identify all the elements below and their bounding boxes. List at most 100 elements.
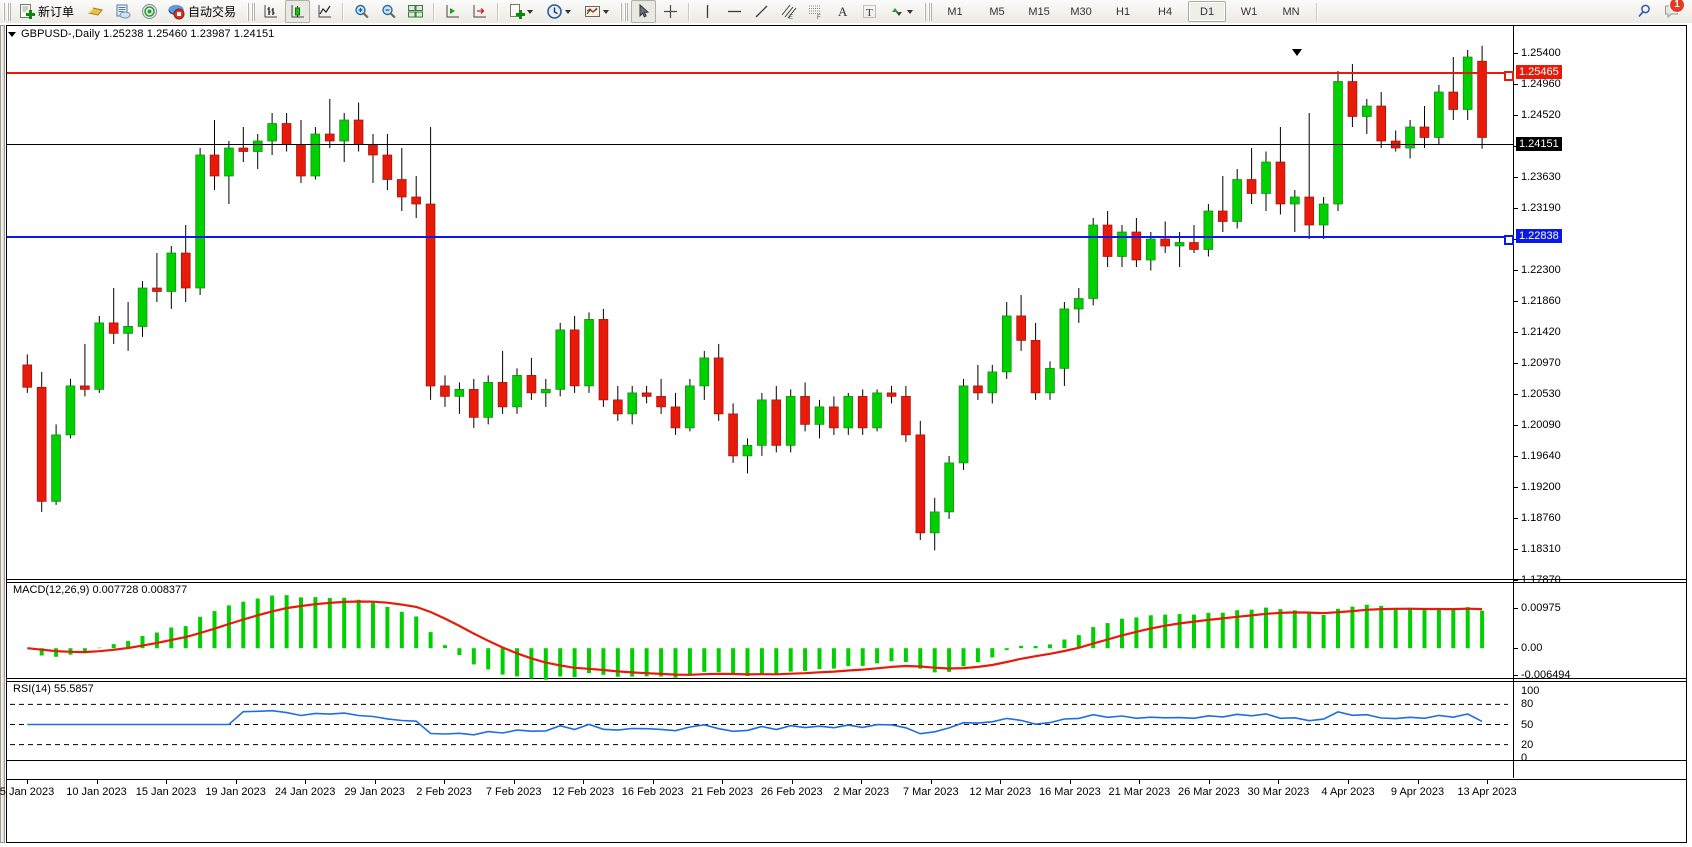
text-label-button[interactable]: T [857, 0, 882, 23]
horizontal-line-button[interactable] [722, 0, 747, 23]
timeframe-d1[interactable]: D1 [1188, 1, 1227, 22]
market-watch-button[interactable] [83, 0, 108, 23]
svg-text:E: E [789, 15, 793, 20]
data-window-button[interactable] [110, 0, 135, 23]
resistance-price-tag: 1.25465 [1516, 65, 1562, 79]
templates-dropdown-caret[interactable] [603, 9, 610, 14]
main-toolbar: 新订单 [0, 0, 1692, 24]
chart-top-marker-icon [1292, 49, 1302, 56]
vertical-scrollbar[interactable] [0, 25, 5, 843]
price-axis-label: 1.20530 [1521, 387, 1561, 400]
toolbar-separator-1 [342, 2, 345, 21]
timeframe-h4[interactable]: H4 [1158, 5, 1173, 18]
price-axis-tick [1514, 176, 1518, 178]
price-axis-tick [1514, 300, 1518, 302]
line-chart-button[interactable] [312, 0, 337, 23]
text-tool-button[interactable]: A [830, 0, 855, 23]
templates-button[interactable] [580, 0, 616, 23]
current-price-tag: 1.24151 [1516, 137, 1562, 151]
price-axis-label: 1.17870 [1521, 574, 1561, 586]
price-axis-tick [1514, 393, 1518, 395]
price-axis-tick [1514, 53, 1518, 54]
new-chart-button[interactable] [504, 0, 540, 23]
date-axis-tick [235, 780, 237, 784]
new-order-button[interactable]: 新订单 [14, 0, 81, 23]
new-order-label: 新订单 [38, 5, 75, 19]
new-chart-dropdown-caret[interactable] [527, 9, 534, 14]
timeframe-m1[interactable]: M1 [947, 5, 963, 18]
chart-shift-button[interactable] [440, 0, 465, 23]
search-button[interactable] [1632, 0, 1657, 23]
date-axis-tick [1000, 780, 1002, 784]
candlestick-chart-button[interactable] [285, 0, 311, 23]
date-axis-label: 26 Mar 2023 [1178, 786, 1240, 798]
toolbar-grip-4[interactable] [924, 2, 933, 21]
toolbar-grip-1[interactable] [3, 2, 11, 21]
svg-text:T: T [866, 7, 873, 19]
chart-menu-triangle-icon[interactable] [8, 31, 16, 37]
date-axis-tick [652, 780, 654, 784]
bar-chart-button[interactable] [258, 0, 283, 23]
auto-trading-icon [168, 3, 185, 20]
timeframe-m30[interactable]: M30 [1070, 5, 1092, 18]
timeframe-m15[interactable]: M15 [1028, 5, 1050, 18]
rsi-axis-label: 100 [1521, 685, 1540, 697]
price-axis[interactable]: 1.254001.249601.245201.240701.236301.231… [1513, 26, 1686, 778]
equidistant-channel-button[interactable]: E [776, 0, 801, 23]
date-axis-label: 2 Mar 2023 [833, 786, 890, 798]
price-axis-label: 1.20970 [1521, 357, 1561, 369]
arrows-button[interactable] [884, 0, 920, 23]
navigator-button[interactable] [137, 0, 162, 23]
toolbar-grip-3[interactable] [620, 2, 629, 21]
price-axis-label: 1.18760 [1521, 511, 1561, 524]
macd-rsi-separator [7, 678, 1686, 679]
cursor-tool-button[interactable] [631, 0, 657, 23]
fibonacci-button[interactable]: F [803, 0, 828, 23]
date-axis-label: 29 Jan 2023 [344, 786, 405, 798]
trendline-button[interactable] [749, 0, 774, 23]
period-button[interactable] [542, 0, 578, 23]
toolbar-grip-2[interactable] [247, 2, 256, 21]
resistance-line[interactable] [7, 71, 1514, 81]
date-axis[interactable]: 5 Jan 2023 10 Jan 2023 15 Jan 2023 19 Jan 2… [0, 779, 1686, 840]
zoom-in-button[interactable] [349, 0, 374, 23]
zoom-out-button[interactable] [376, 0, 401, 23]
timeframe-w1[interactable]: W1 [1240, 5, 1258, 18]
auto-trading-button[interactable]: 自动交易 [164, 0, 243, 23]
toolbar-separator-5 [1316, 2, 1319, 21]
rsi-canvas [10, 703, 1508, 746]
vertical-line-button[interactable] [695, 0, 720, 23]
timeframe-mn[interactable]: MN [1282, 5, 1300, 18]
price-axis-label: 1.24960 [1521, 77, 1561, 90]
zoom-out-icon [380, 3, 397, 20]
crosshair-tool-button[interactable] [658, 0, 683, 23]
support-line-handle[interactable] [1504, 235, 1514, 245]
auto-scroll-button[interactable] [467, 0, 492, 23]
price-axis-tick [1514, 424, 1518, 426]
tile-windows-button[interactable] [403, 0, 428, 23]
notifications-button[interactable]: 1 [1659, 0, 1685, 23]
date-axis-tick [305, 780, 307, 784]
rsi-axis-label: 50 [1521, 718, 1534, 731]
price-axis-label: 1.21420 [1521, 325, 1561, 338]
macd-axis-label: -0.006494 [1521, 669, 1571, 681]
rsi-indicator-label[interactable]: RSI(14) 55.5857 [11, 683, 96, 695]
new-order-icon [18, 3, 35, 20]
date-axis-label: 24 Jan 2023 [274, 786, 336, 798]
svg-text:F: F [817, 15, 821, 20]
timeframe-m5[interactable]: M5 [989, 5, 1005, 18]
notification-count-badge: 1 [1669, 0, 1685, 13]
support-line[interactable] [7, 235, 1514, 245]
macd-indicator-label[interactable]: MACD(12,26,9) 0.007728 0.008377 [11, 584, 190, 596]
auto-trading-label: 自动交易 [188, 5, 237, 19]
date-axis-tick [861, 780, 863, 784]
date-axis-label: 9 Apr 2023 [1390, 786, 1445, 798]
price-axis-tick [1514, 207, 1518, 209]
timeframe-h1[interactable]: H1 [1116, 5, 1131, 18]
arrows-dropdown-caret[interactable] [907, 9, 914, 14]
price-axis-label: 1.19640 [1521, 450, 1561, 463]
date-axis-label: 30 Mar 2023 [1247, 786, 1310, 798]
macd-axis-label: 0.00975 [1521, 602, 1561, 614]
resistance-line-handle[interactable] [1504, 71, 1514, 81]
period-dropdown-caret[interactable] [565, 9, 572, 14]
